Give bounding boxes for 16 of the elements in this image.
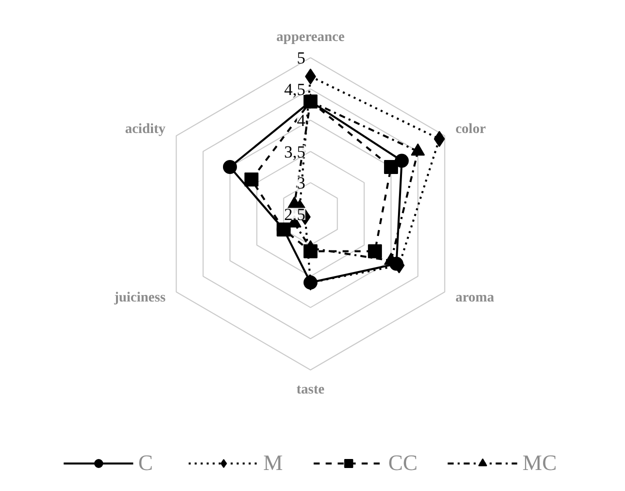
y-tick-label: 5 bbox=[296, 48, 306, 68]
y-tick-label: 4,5 bbox=[284, 80, 306, 99]
spoke-label: acidity bbox=[125, 122, 166, 138]
y-tick-label: 3,5 bbox=[284, 142, 306, 162]
spoke-label: aroma bbox=[455, 290, 494, 306]
spoke-label: juiciness bbox=[113, 290, 166, 306]
legend-label: CC bbox=[388, 450, 418, 476]
spoke-label: appereance bbox=[276, 30, 345, 46]
legend-label: M bbox=[263, 450, 284, 476]
y-tick-label: 3 bbox=[296, 174, 306, 193]
spoke-label: color bbox=[455, 122, 486, 138]
spoke-label: taste bbox=[296, 382, 325, 398]
legend-label: C bbox=[138, 450, 154, 476]
legend-label: MC bbox=[522, 450, 557, 476]
y-tick-label: 4 bbox=[296, 111, 306, 130]
y-tick-label: 2,5 bbox=[284, 204, 306, 224]
